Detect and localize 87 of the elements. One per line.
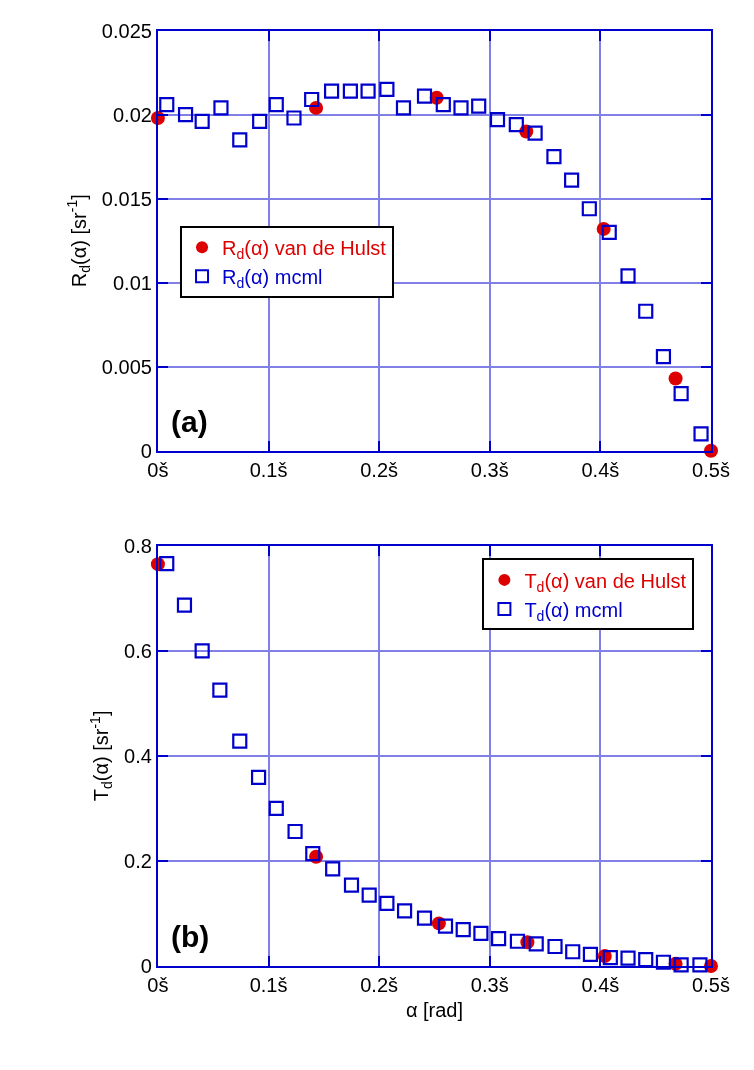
y-tick-label: 0.8	[124, 534, 152, 557]
point	[343, 877, 360, 893]
point	[416, 910, 433, 926]
point	[268, 800, 284, 816]
point	[527, 125, 543, 141]
point	[176, 597, 193, 613]
annotation: (a)	[171, 405, 208, 438]
point	[287, 823, 303, 840]
point	[177, 107, 194, 123]
y-tick-label: 0.02	[112, 103, 152, 126]
point	[325, 861, 341, 877]
point	[564, 172, 580, 188]
point	[655, 349, 672, 365]
point	[286, 110, 302, 126]
x-tick-label: 0.3š	[470, 973, 509, 996]
y-tick-label: 0.4	[124, 744, 152, 767]
point	[304, 91, 320, 108]
point	[673, 957, 689, 973]
x-tick-label: 0.1š	[249, 458, 288, 481]
legend-label: T$_{d}$(α) mcml	[524, 598, 623, 624]
point	[435, 96, 451, 113]
point	[547, 938, 563, 955]
x-tick-label: 0.1š	[249, 973, 288, 996]
point	[232, 733, 248, 749]
legend-label: R$_{d}$(α) mcml	[222, 265, 323, 292]
point	[453, 100, 469, 116]
point	[620, 950, 636, 966]
point	[673, 386, 689, 402]
x-tick-label: 0.5š	[692, 458, 730, 481]
point	[508, 117, 524, 133]
point	[416, 88, 433, 104]
point	[194, 643, 210, 659]
point	[528, 936, 544, 952]
legend-label: R$_{d}$(α) van de Hulst	[222, 236, 387, 263]
point	[620, 268, 636, 284]
point	[455, 922, 471, 938]
point	[360, 83, 376, 99]
point	[342, 83, 358, 99]
y-tick-label: 0.025	[101, 19, 152, 42]
point	[565, 944, 581, 960]
y-tick-label: 0.2	[124, 849, 152, 872]
y-tick-label: 0.005	[101, 355, 152, 378]
point	[252, 113, 268, 129]
point	[655, 954, 672, 970]
point	[232, 132, 248, 148]
x-tick-label: 0.3š	[470, 458, 509, 481]
point	[379, 81, 395, 98]
x-tick-label: 0.2š	[360, 458, 399, 481]
point	[437, 918, 454, 934]
point	[194, 113, 210, 129]
point	[213, 100, 229, 116]
point	[692, 957, 708, 973]
point	[582, 946, 599, 962]
point	[601, 224, 617, 240]
point	[668, 371, 683, 386]
point	[602, 949, 618, 966]
x-tick-label: 0.5š	[692, 973, 730, 996]
point	[361, 887, 377, 903]
point	[323, 83, 340, 99]
point	[212, 682, 228, 698]
point	[546, 149, 562, 165]
point	[305, 845, 321, 862]
point	[268, 96, 284, 113]
point	[396, 903, 413, 919]
y-tick-label: 0.01	[112, 271, 152, 294]
point	[581, 201, 597, 217]
x-axis-title: α [rad]	[405, 998, 464, 1021]
point	[159, 96, 175, 113]
y-tick-label: 0.6	[124, 639, 152, 662]
point	[489, 112, 506, 128]
point	[471, 98, 487, 114]
point	[491, 931, 507, 947]
point	[473, 925, 489, 941]
point	[250, 769, 267, 785]
x-tick-label: 0.2š	[360, 973, 399, 996]
x-tick-label: 0.4š	[581, 458, 620, 481]
y-tick-label: 0.015	[101, 187, 152, 210]
point	[395, 100, 412, 116]
annotation: (b)	[171, 920, 210, 953]
point	[693, 426, 709, 442]
legend-label: T$_{d}$(α) van de Hulst	[524, 569, 687, 595]
point	[638, 952, 654, 968]
point	[379, 895, 395, 912]
point	[159, 556, 175, 572]
x-tick-label: 0.4š	[581, 973, 620, 996]
point	[509, 933, 526, 949]
point	[638, 303, 654, 319]
